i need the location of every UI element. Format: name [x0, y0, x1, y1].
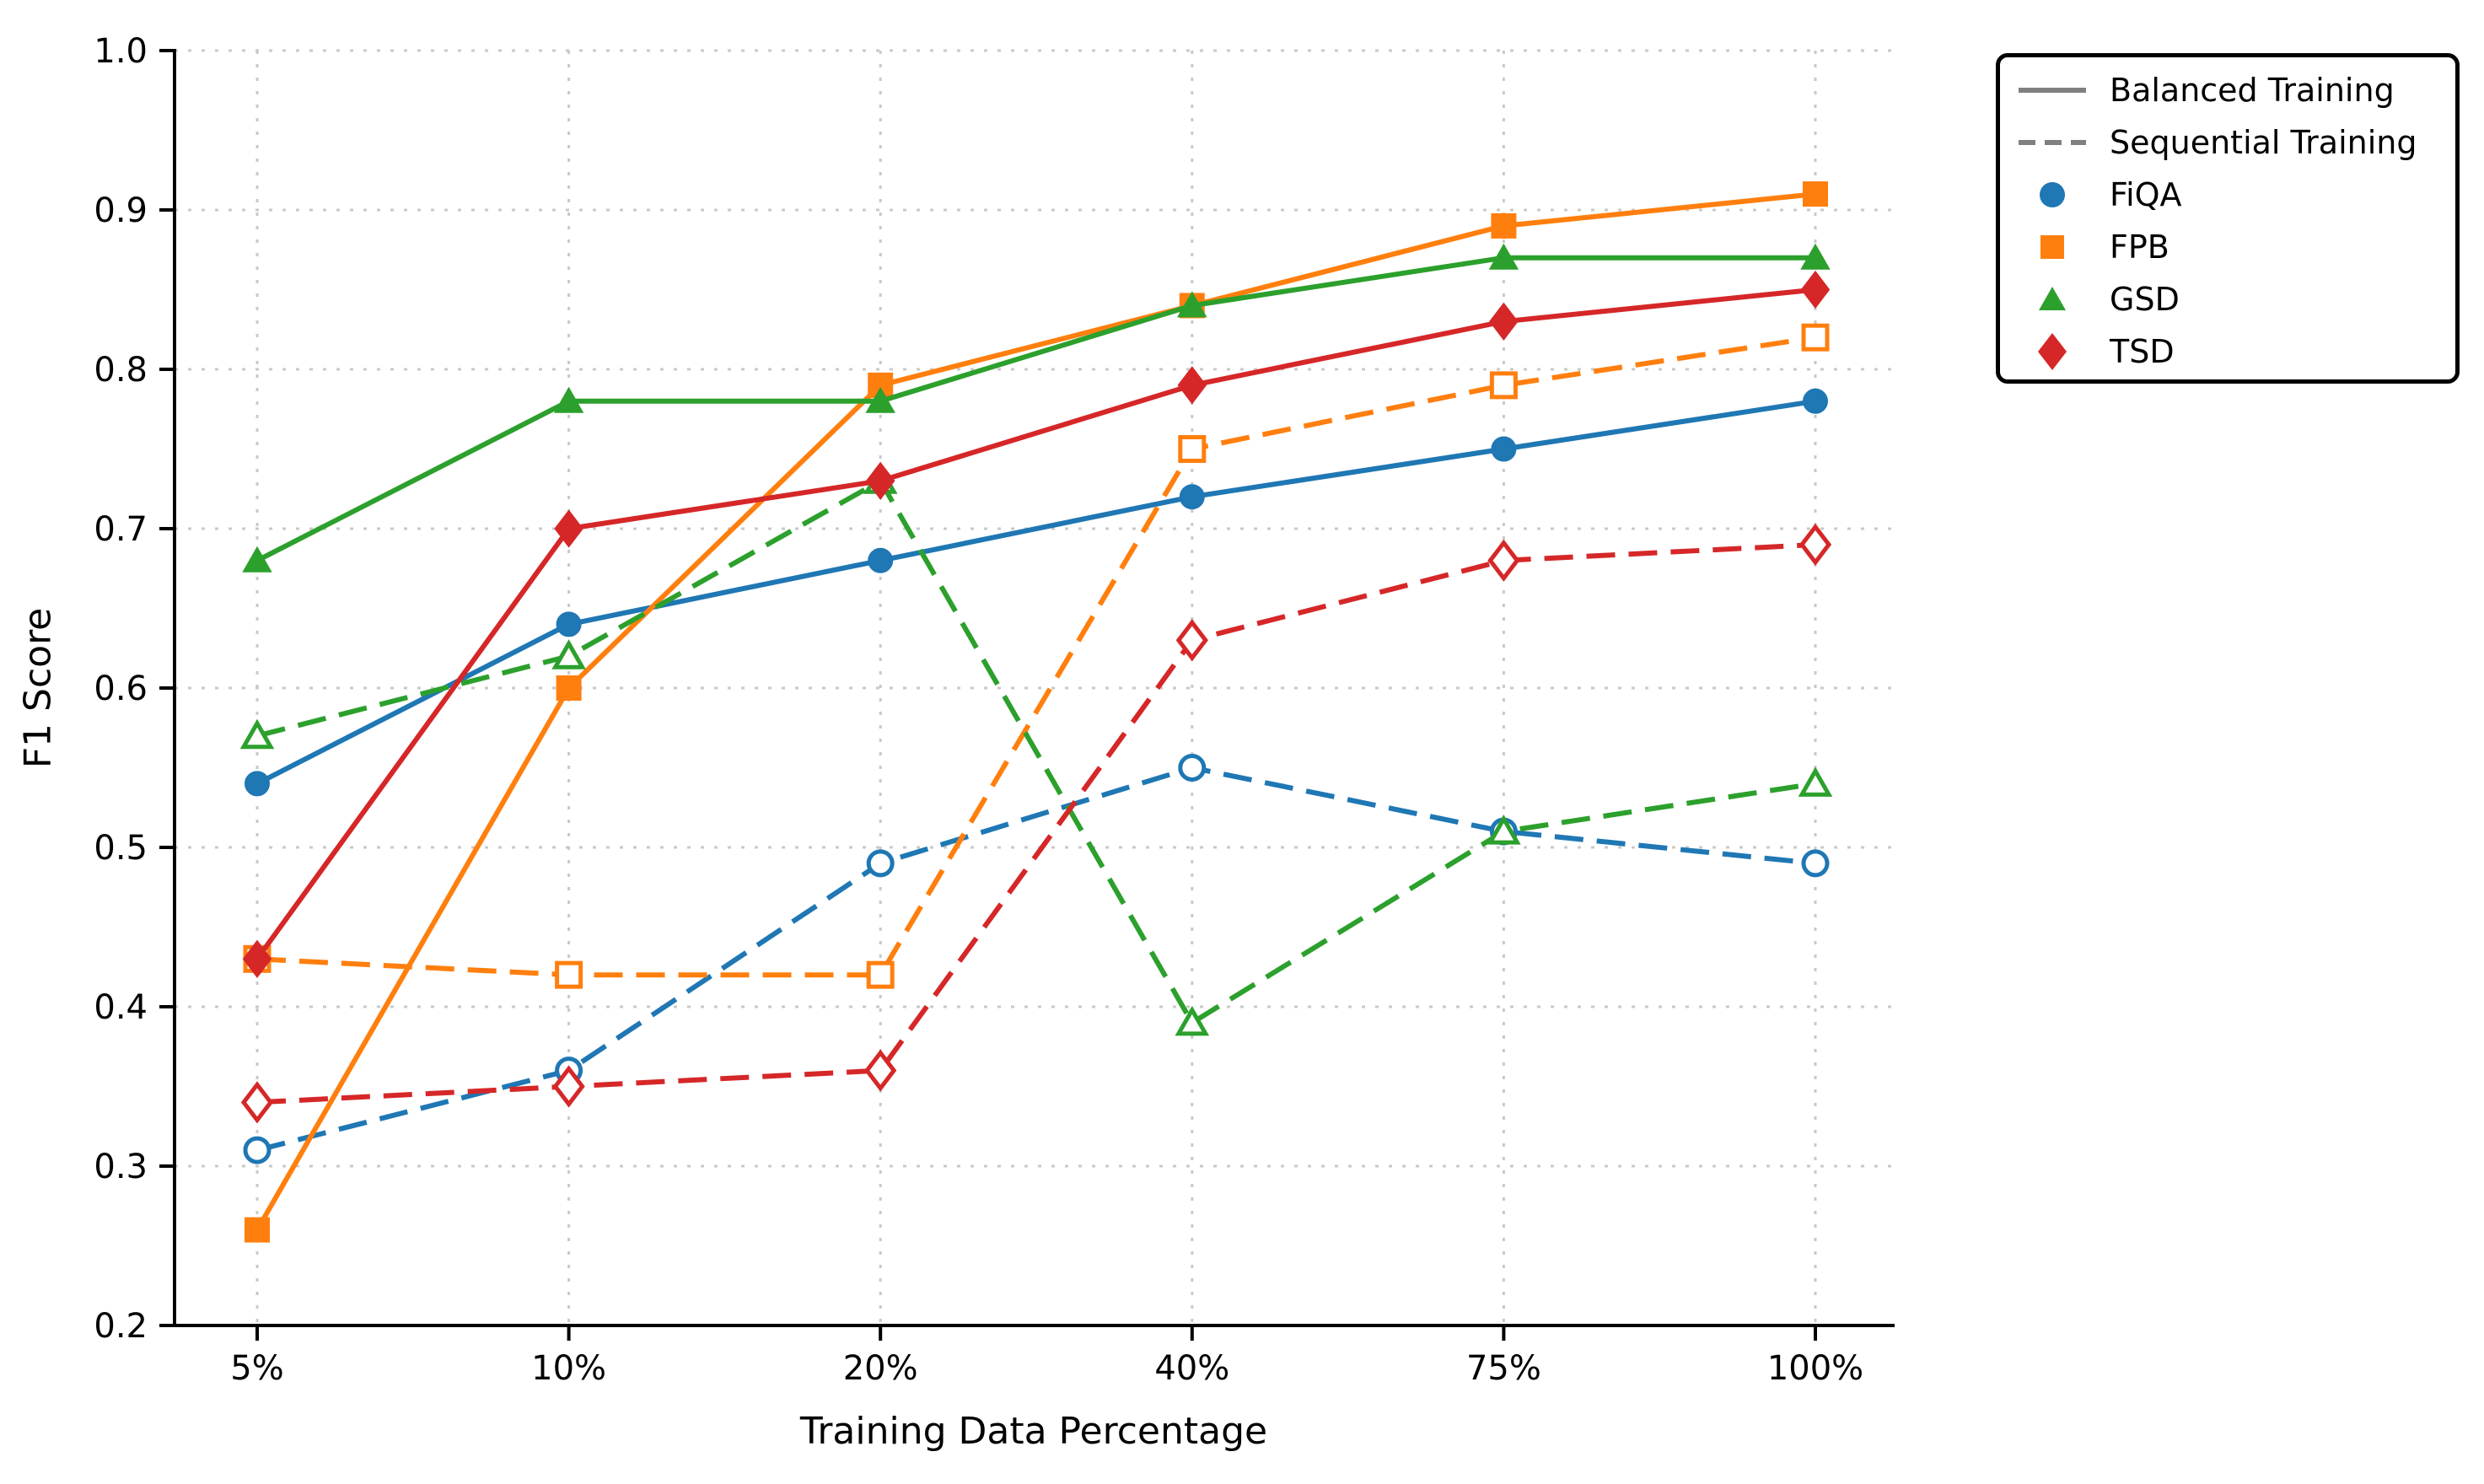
legend-label: FPB [2110, 229, 2169, 266]
diamond-marker [1177, 366, 1207, 405]
legend-label: GSD [2110, 281, 2180, 318]
y-tick-label: 0.8 [94, 351, 148, 390]
y-tick-label: 0.4 [94, 988, 148, 1027]
gridlines [175, 49, 1893, 1325]
series-tsd-sequential [240, 523, 1832, 1124]
series-tsd-balanced [242, 270, 1831, 978]
diamond-marker [865, 461, 895, 500]
diamond-marker [552, 1065, 585, 1108]
y-tick-label: 0.7 [94, 510, 148, 549]
triangle-marker [553, 386, 584, 413]
series-fpb-sequential [243, 323, 1830, 989]
series-fiqa-balanced [245, 388, 1828, 797]
square-marker [555, 960, 583, 989]
square-marker [245, 1217, 270, 1243]
x-tick-label: 5% [230, 1349, 283, 1388]
square-marker [866, 960, 895, 989]
square-marker [1491, 212, 1517, 239]
circle-marker [866, 849, 895, 878]
circle-marker [1803, 388, 1828, 414]
legend-label: Sequential Training [2110, 124, 2417, 161]
diamond-marker-swatch [2038, 333, 2067, 370]
y-tick-label: 0.5 [94, 829, 148, 868]
legend-row-balanced-training: Balanced Training [2017, 64, 2447, 116]
diamond-marker [1489, 302, 1519, 341]
diamond-marker [1175, 619, 1208, 662]
square-marker [1803, 181, 1828, 207]
circle-marker [868, 547, 894, 573]
triangle-marker [1177, 291, 1207, 318]
triangle-marker [1488, 243, 1519, 270]
y-tick-label: 0.2 [94, 1307, 148, 1346]
triangle-marker [1800, 243, 1831, 270]
circle-marker-swatch [2040, 182, 2065, 207]
circle-marker [1178, 754, 1207, 782]
diamond-marker [864, 1049, 897, 1092]
series-fiqa-sequential [243, 754, 1830, 1164]
circle-marker [1491, 436, 1517, 462]
diamond-marker [242, 939, 272, 978]
triangle-marker [865, 386, 895, 413]
y-tick-label: 0.9 [94, 191, 148, 230]
legend-label: TSD [2110, 333, 2175, 370]
legend-label: Balanced Training [2110, 72, 2395, 109]
triangle-marker-swatch [2039, 287, 2066, 310]
diamond-marker [554, 509, 583, 548]
triangle-marker [1487, 815, 1521, 845]
y-tick-label: 0.3 [94, 1148, 148, 1186]
circle-marker [1801, 849, 1830, 878]
ticks [159, 49, 1817, 1341]
square-marker [1801, 323, 1830, 352]
circle-marker [245, 771, 270, 797]
x-axis-label: Training Data Percentage [799, 1410, 1268, 1453]
series-gsd-balanced [242, 243, 1831, 573]
circle-marker [556, 611, 582, 637]
legend-row-gsd: GSD [2017, 273, 2447, 325]
triangle-marker [242, 546, 272, 573]
diamond-marker [240, 1081, 274, 1124]
y-axis-label: F1 Score [16, 607, 60, 769]
triangle-marker [1175, 1005, 1210, 1036]
dashed-line-swatch [2019, 140, 2086, 145]
diamond-marker [1798, 523, 1832, 567]
x-tick-label: 75% [1466, 1349, 1541, 1388]
x-tick-label: 40% [1154, 1349, 1229, 1388]
legend-row-tsd: TSD [2017, 325, 2447, 378]
triangle-marker [1798, 766, 1833, 797]
x-tick-label: 10% [531, 1349, 606, 1388]
y-tick-label: 1.0 [94, 32, 148, 71]
triangle-marker [551, 639, 586, 669]
legend-label: FiQA [2110, 176, 2182, 213]
square-marker [1178, 435, 1207, 463]
triangle-marker [239, 718, 275, 750]
legend-row-fpb: FPB [2017, 221, 2447, 273]
square-marker [556, 675, 582, 701]
circle-marker [1179, 484, 1205, 510]
x-tick-label: 100% [1767, 1349, 1863, 1388]
y-tick-label: 0.6 [94, 669, 148, 708]
tick-labels: 0.2 0.3 0.4 0.5 0.6 0.7 0.8 0.9 1.0 5% 10% 20% 40% 75… [94, 32, 1863, 1388]
diamond-marker [1487, 539, 1520, 582]
series-gsd-sequential [239, 464, 1833, 1036]
square-marker [1489, 371, 1518, 400]
legend: Balanced Training Sequential Training Fi… [1996, 53, 2460, 384]
diamond-marker [1800, 270, 1831, 309]
legend-row-fiqa: FiQA [2017, 169, 2447, 221]
legend-row-sequential-training: Sequential Training [2017, 116, 2447, 169]
square-marker-swatch [2040, 235, 2064, 259]
circle-marker [243, 1136, 272, 1164]
solid-line-swatch [2019, 88, 2086, 93]
x-tick-label: 20% [843, 1349, 918, 1388]
